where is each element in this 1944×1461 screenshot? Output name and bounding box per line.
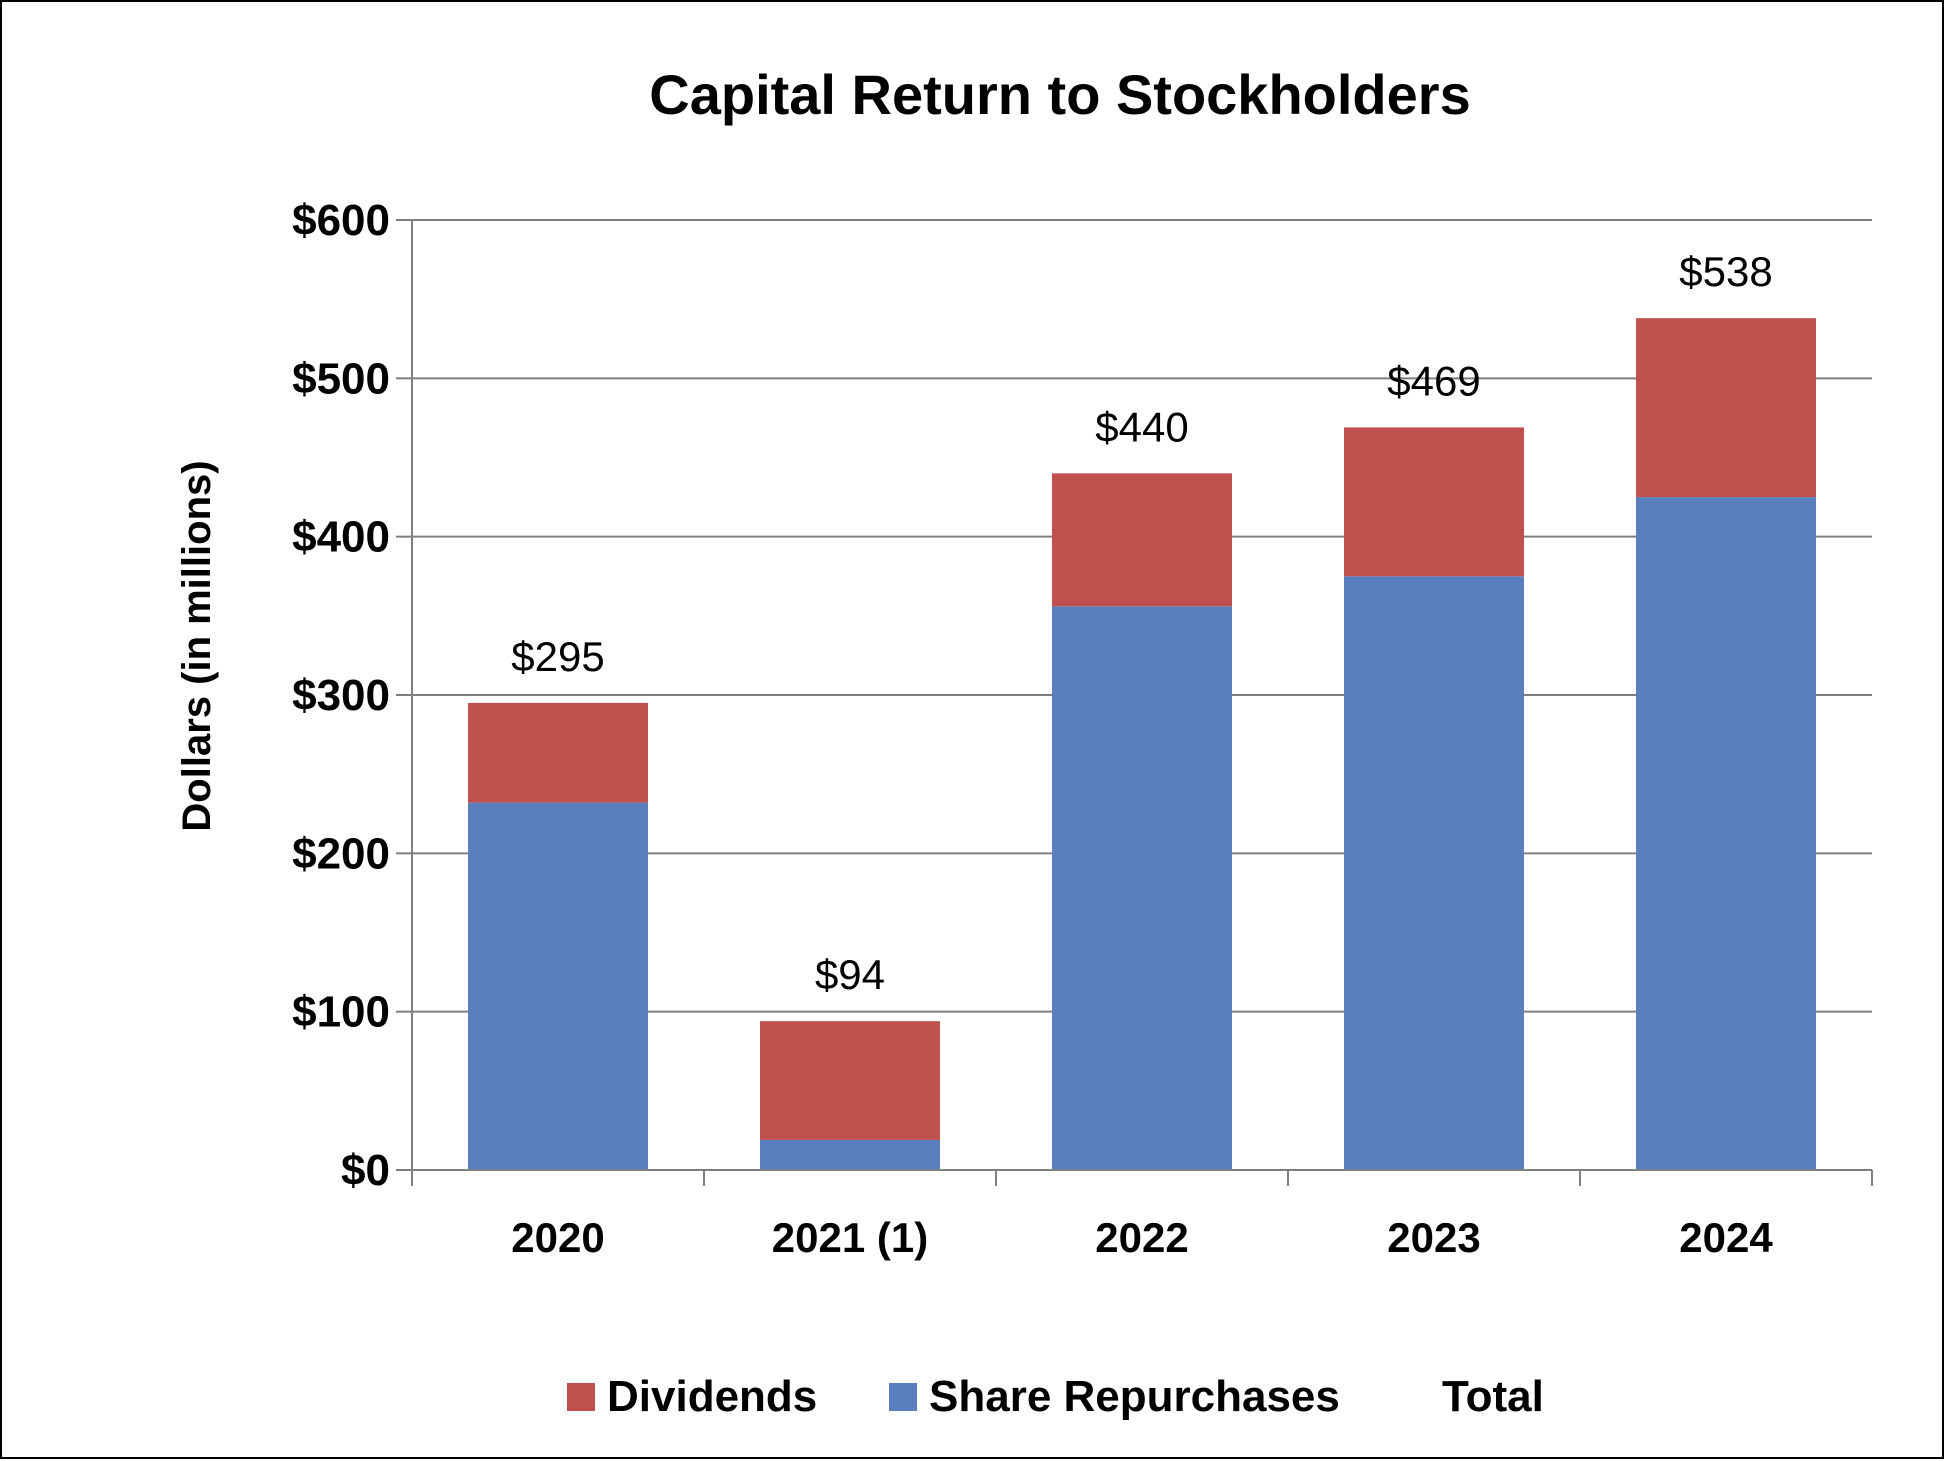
- y-tick-label: $100: [292, 988, 390, 1037]
- total-data-label: $94: [815, 951, 885, 998]
- x-axis-ticks: 2020 2021 (1) 2022 2023 2024: [511, 1214, 1773, 1261]
- dividends-bar: [468, 702, 648, 803]
- chart-title: Capital Return to Stockholders: [649, 63, 1470, 126]
- legend-swatch-share-repurchases: [889, 1383, 917, 1411]
- dividends-bar: [760, 1021, 940, 1140]
- share-repurchases-bar: [1052, 606, 1232, 1170]
- share-repurchases-bar: [1636, 497, 1816, 1170]
- legend-label-share-repurchases: Share Repurchases: [929, 1372, 1340, 1421]
- bars: [468, 318, 1816, 1170]
- y-tick-label: $400: [292, 513, 390, 562]
- y-tick-label: $600: [292, 196, 390, 245]
- legend: Dividends Share Repurchases Total: [567, 1372, 1544, 1421]
- x-tick-label: 2021 (1): [772, 1214, 928, 1261]
- y-tick-label: $0: [341, 1146, 390, 1195]
- y-axis-label: Dollars (in millions): [175, 460, 219, 831]
- total-data-label: $295: [511, 633, 604, 680]
- legend-label-total: Total: [1442, 1372, 1544, 1421]
- total-labels: $295 $94 $440 $469 $538: [511, 248, 1772, 998]
- x-tick-label: 2022: [1095, 1214, 1188, 1261]
- share-repurchases-bar: [1344, 576, 1524, 1170]
- y-tick-label: $300: [292, 671, 390, 720]
- legend-swatch-dividends: [567, 1383, 595, 1411]
- y-axis-ticks: $0 $100 $200 $300 $400 $500 $600: [292, 196, 412, 1195]
- dividends-bar: [1344, 427, 1524, 577]
- x-tick-label: 2024: [1679, 1214, 1773, 1261]
- total-data-label: $440: [1095, 403, 1188, 450]
- x-tick-label: 2023: [1387, 1214, 1480, 1261]
- axes: [411, 220, 1873, 1186]
- x-tick-label: 2020: [511, 1214, 604, 1261]
- total-data-label: $469: [1387, 357, 1480, 404]
- total-data-label: $538: [1679, 248, 1772, 295]
- share-repurchases-bar: [760, 1139, 940, 1170]
- y-tick-label: $200: [292, 829, 390, 878]
- dividends-bar: [1636, 318, 1816, 498]
- legend-label-dividends: Dividends: [607, 1372, 817, 1421]
- dividends-bar: [1052, 473, 1232, 607]
- y-tick-label: $500: [292, 354, 390, 403]
- share-repurchases-bar: [468, 802, 648, 1170]
